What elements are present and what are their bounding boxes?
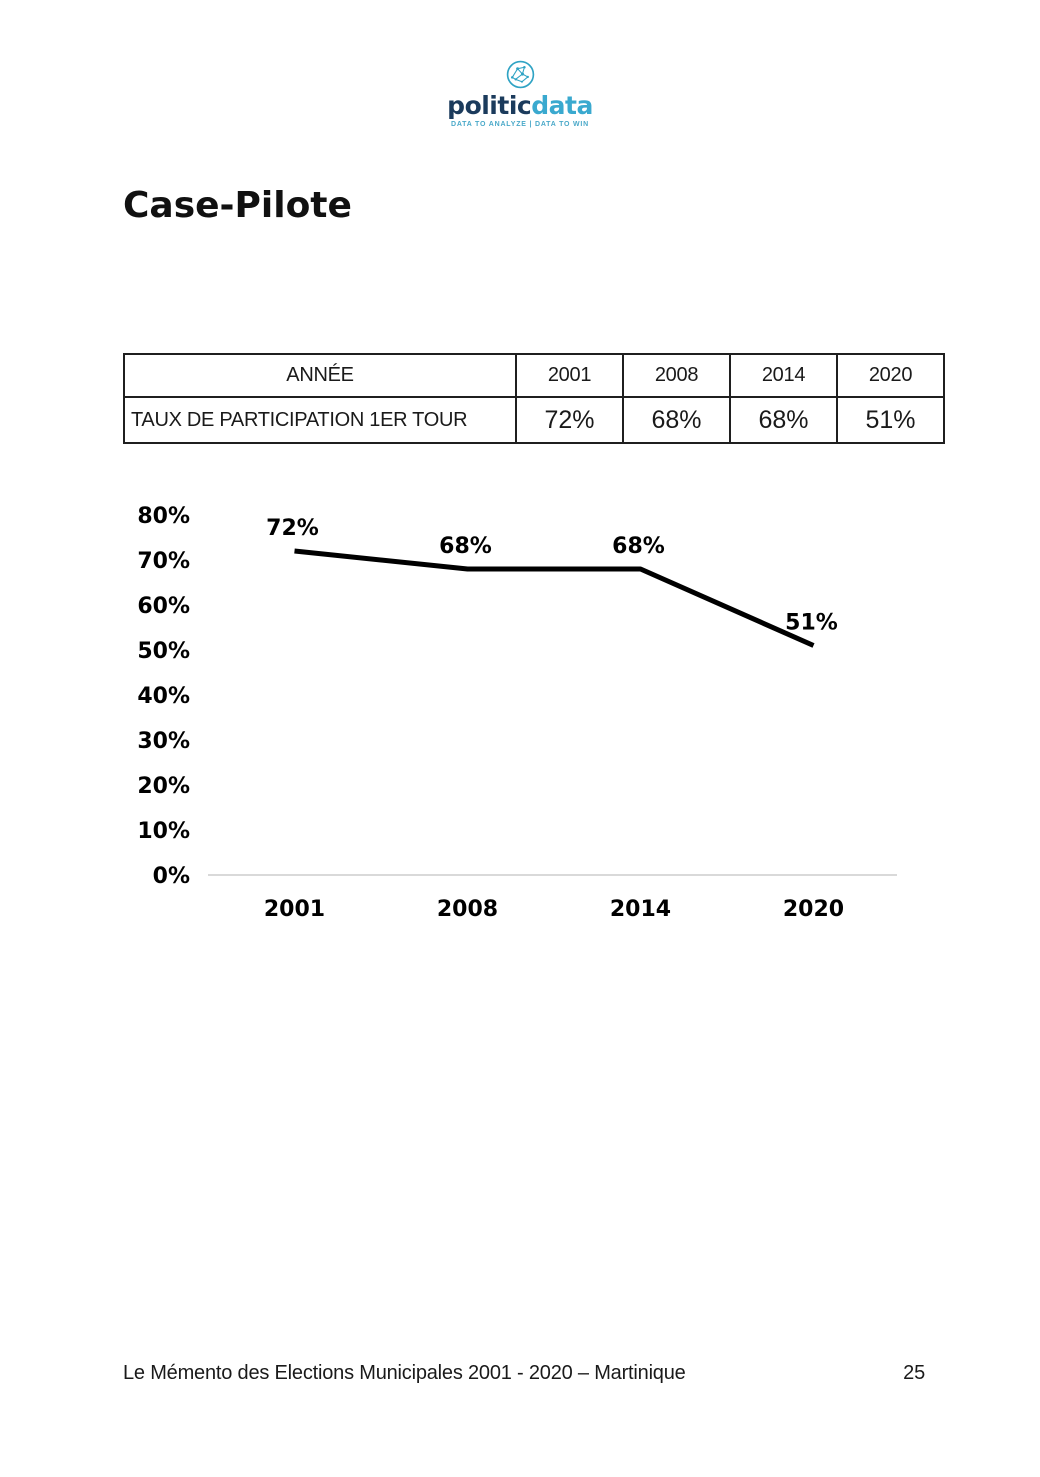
x-tick-label: 2014 bbox=[610, 897, 671, 922]
y-tick-label: 30% bbox=[137, 729, 190, 754]
table-value-2020: 51% bbox=[836, 396, 945, 444]
logo-tagline: DATA TO ANALYZE | DATA TO WIN bbox=[450, 121, 590, 128]
table-value-2008: 68% bbox=[622, 396, 731, 444]
table-value-2014: 68% bbox=[729, 396, 838, 444]
table-header-row: ANNÉE 2001 2008 2014 2020 bbox=[123, 353, 945, 398]
x-tick-label: 2001 bbox=[264, 897, 325, 922]
table-header-year-2020: 2020 bbox=[836, 353, 945, 398]
y-tick-label: 0% bbox=[153, 864, 190, 889]
politicdata-logo: politicdata DATA TO ANALYZE | DATA TO WI… bbox=[0, 58, 1040, 128]
brand-primary: politic bbox=[447, 91, 532, 120]
table-value-2001: 72% bbox=[515, 396, 624, 444]
data-point-label: 51% bbox=[785, 611, 838, 636]
table-row-label: TAUX DE PARTICIPATION 1ER TOUR bbox=[123, 396, 517, 444]
participation-line-chart: 0% 10% 20% 30% 40% 50% 60% 70% 80% 72% 68% 68% 51% 20… bbox=[110, 488, 910, 933]
globe-network-icon bbox=[506, 60, 534, 89]
y-tick-label: 40% bbox=[137, 684, 190, 709]
data-point-label: 68% bbox=[439, 534, 492, 559]
page-number: 25 bbox=[903, 1362, 925, 1384]
y-tick-label: 20% bbox=[137, 774, 190, 799]
brand-wordmark: politicdata bbox=[0, 93, 1040, 118]
table-header-year-2014: 2014 bbox=[729, 353, 838, 398]
y-tick-label: 60% bbox=[137, 594, 190, 619]
page-footer: Le Mémento des Elections Municipales 200… bbox=[123, 1362, 925, 1385]
data-point-label: 72% bbox=[266, 516, 319, 541]
y-tick-label: 50% bbox=[137, 639, 190, 664]
participation-trend-line bbox=[294, 548, 815, 648]
chart-canvas: 0% 10% 20% 30% 40% 50% 60% 70% 80% 72% 68% 68% 51% 20… bbox=[137, 504, 897, 922]
y-tick-label: 10% bbox=[137, 819, 190, 844]
footer-text: Le Mémento des Elections Municipales 200… bbox=[123, 1362, 686, 1384]
x-tick-label: 2020 bbox=[783, 897, 844, 922]
data-point-label: 68% bbox=[612, 534, 665, 559]
y-tick-label: 80% bbox=[137, 504, 190, 529]
y-tick-label: 70% bbox=[137, 549, 190, 574]
participation-table: ANNÉE 2001 2008 2014 2020 TAUX DE PARTIC… bbox=[123, 353, 945, 444]
x-tick-label: 2008 bbox=[437, 897, 498, 922]
table-header-year-2008: 2008 bbox=[622, 353, 731, 398]
table-header-annee: ANNÉE bbox=[123, 353, 517, 398]
brand-secondary: data bbox=[531, 91, 593, 120]
page-title: Case-Pilote bbox=[123, 185, 352, 226]
table-header-year-2001: 2001 bbox=[515, 353, 624, 398]
table-data-row: TAUX DE PARTICIPATION 1ER TOUR 72% 68% 6… bbox=[123, 396, 945, 444]
